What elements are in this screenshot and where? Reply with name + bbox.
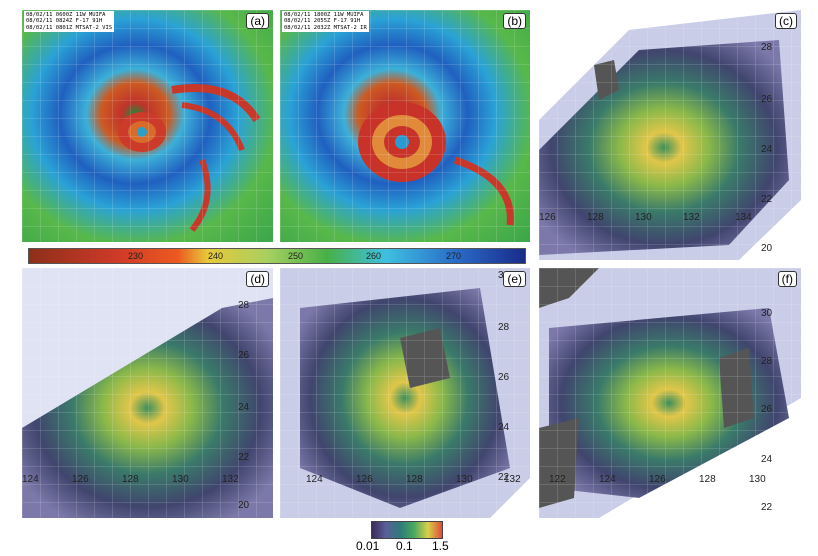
lat-tick-e-2: 26 — [498, 372, 510, 383]
lat-tick-c-4: 20 — [761, 243, 773, 254]
lat-tick-d-4: 20 — [238, 500, 250, 511]
rain-label-min: 0.01 — [356, 539, 380, 553]
lon-tick-e-3: 130 — [456, 474, 473, 485]
lon-tick-f-3: 128 — [699, 474, 716, 485]
lat-tick-f-4: 22 — [761, 502, 773, 513]
microwave-image-a — [22, 10, 273, 242]
lon-tick-d-1: 126 — [72, 474, 89, 485]
lon-tick-f-2: 126 — [649, 474, 666, 485]
panel-label-e: (e) — [503, 271, 526, 287]
tb-label-230: 230 — [128, 251, 144, 261]
panel-label-b: (b) — [503, 13, 526, 29]
lon-tick-c-3: 132 — [683, 212, 700, 223]
lat-tick-f-1: 28 — [761, 356, 773, 367]
radar-image-d — [22, 268, 273, 518]
lon-tick-c-0: 126 — [539, 212, 556, 223]
panel-label-a: (a) — [246, 13, 269, 29]
panel-d: 124 126 128 130 132 28 26 24 22 20 (d) — [22, 268, 273, 518]
lon-tick-f-0: 122 — [549, 474, 566, 485]
panel-label-d: (d) — [246, 271, 269, 287]
lon-tick-c-4: 134 — [735, 212, 752, 223]
panel-e: 124 126 128 130 132 30 28 26 24 22 (e) — [280, 268, 530, 518]
lat-tick-e-1: 28 — [498, 322, 510, 333]
microwave-image-b — [280, 10, 530, 242]
lon-tick-d-4: 132 — [222, 474, 239, 485]
lon-tick-f-4: 130 — [749, 474, 766, 485]
lat-tick-e-4: 22 — [498, 472, 510, 483]
lat-tick-d-3: 22 — [238, 452, 250, 463]
lat-tick-d-0: 28 — [238, 300, 250, 311]
rain-colorbar — [371, 521, 443, 539]
tb-colorbar — [28, 248, 526, 264]
radar-image-e — [280, 268, 530, 518]
lat-tick-f-0: 30 — [761, 308, 773, 319]
tb-label-260: 260 — [366, 251, 382, 261]
lon-tick-d-2: 128 — [122, 474, 139, 485]
tb-label-240: 240 — [208, 251, 224, 261]
header-a: 08/02/11 0600Z 11W MUIFA 08/02/11 0824Z F… — [24, 11, 115, 32]
lon-tick-d-0: 124 — [22, 474, 39, 485]
lat-tick-d-1: 26 — [238, 350, 250, 361]
panel-b: 08/02/11 1800Z 11W MUIFA 08/02/11 2055Z F… — [280, 10, 530, 242]
lat-tick-f-2: 26 — [761, 404, 773, 415]
rain-label-mid: 0.1 — [396, 539, 413, 553]
lat-tick-e-3: 24 — [498, 422, 510, 433]
lon-tick-e-0: 124 — [306, 474, 323, 485]
radar-image-c — [539, 10, 801, 260]
tb-label-270: 270 — [446, 251, 462, 261]
lat-tick-f-3: 24 — [761, 454, 773, 465]
panel-label-c: (c) — [775, 13, 797, 29]
tb-label-250: 250 — [288, 251, 304, 261]
panel-f: 122 124 126 128 130 30 28 26 24 22 (f) — [539, 268, 801, 518]
lon-tick-f-1: 124 — [599, 474, 616, 485]
lon-tick-d-3: 130 — [172, 474, 189, 485]
rain-label-max: 1.5 — [432, 539, 449, 553]
panel-label-f: (f) — [777, 271, 797, 287]
lat-tick-c-1: 26 — [761, 94, 773, 105]
lon-tick-c-2: 130 — [635, 212, 652, 223]
lon-tick-e-1: 126 — [356, 474, 373, 485]
panel-c: 126 128 130 132 134 28 26 24 22 20 (c) — [539, 10, 801, 260]
lat-tick-c-0: 28 — [761, 42, 773, 53]
radar-image-f — [539, 268, 801, 518]
header-b: 08/02/11 1800Z 11W MUIFA 08/02/11 2055Z F… — [282, 11, 369, 32]
lat-tick-c-2: 24 — [761, 144, 773, 155]
lat-tick-d-2: 24 — [238, 402, 250, 413]
lon-tick-e-2: 128 — [406, 474, 423, 485]
lon-tick-c-1: 128 — [587, 212, 604, 223]
panel-a: 08/02/11 0600Z 11W MUIFA 08/02/11 0824Z F… — [22, 10, 273, 242]
lat-tick-c-3: 22 — [761, 194, 773, 205]
lon-tick-e-4: 132 — [504, 474, 521, 485]
